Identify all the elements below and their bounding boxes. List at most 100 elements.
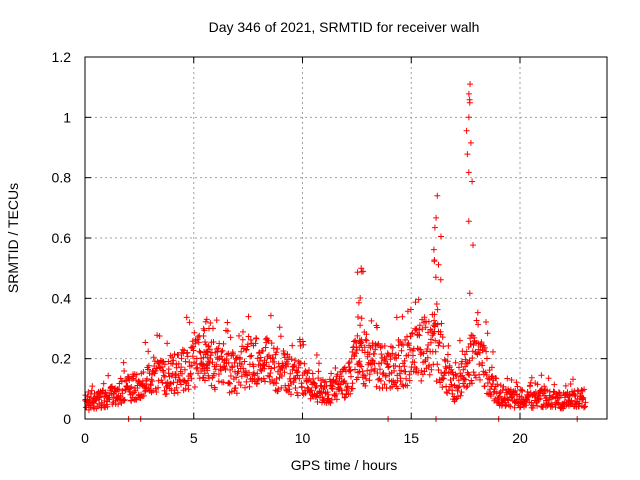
data-point bbox=[363, 331, 370, 338]
data-point bbox=[494, 381, 501, 388]
data-point bbox=[371, 360, 378, 367]
data-point bbox=[530, 402, 537, 409]
data-point bbox=[443, 365, 450, 372]
data-point bbox=[363, 375, 369, 382]
data-point bbox=[363, 337, 370, 344]
data-point bbox=[484, 330, 491, 337]
data-point bbox=[205, 343, 212, 349]
data-point bbox=[466, 99, 473, 106]
data-point bbox=[470, 242, 476, 249]
data-point bbox=[458, 389, 465, 396]
data-point bbox=[298, 384, 305, 391]
data-point bbox=[293, 369, 300, 376]
data-point bbox=[155, 377, 162, 384]
data-point bbox=[253, 335, 260, 342]
data-point bbox=[438, 233, 444, 240]
data-point bbox=[432, 348, 439, 355]
data-point bbox=[426, 362, 433, 369]
data-point bbox=[242, 384, 248, 391]
data-point bbox=[213, 361, 220, 368]
data-point bbox=[441, 356, 448, 363]
data-point bbox=[208, 382, 215, 389]
data-point bbox=[145, 348, 152, 355]
data-point bbox=[203, 316, 210, 323]
data-point bbox=[385, 364, 392, 371]
data-point bbox=[434, 361, 441, 368]
data-point bbox=[338, 387, 345, 394]
data-point bbox=[104, 403, 111, 410]
data-point bbox=[463, 384, 470, 391]
data-point bbox=[186, 319, 193, 326]
data-point bbox=[497, 382, 504, 389]
data-point bbox=[288, 356, 295, 363]
data-point bbox=[341, 394, 348, 401]
data-point bbox=[238, 361, 245, 368]
data-point bbox=[469, 380, 475, 387]
data-point bbox=[391, 367, 398, 374]
data-point bbox=[215, 378, 222, 385]
data-point bbox=[464, 151, 471, 158]
data-point bbox=[355, 314, 361, 320]
data-point bbox=[181, 366, 188, 373]
data-point bbox=[453, 372, 460, 379]
data-point bbox=[407, 346, 413, 353]
data-point bbox=[304, 384, 311, 391]
data-point bbox=[233, 374, 240, 381]
data-point bbox=[459, 372, 466, 379]
data-point bbox=[528, 374, 535, 381]
data-point bbox=[374, 324, 381, 331]
data-point bbox=[420, 350, 427, 357]
data-point bbox=[313, 352, 320, 358]
y-tick-label: 0 bbox=[63, 411, 71, 427]
data-point bbox=[230, 352, 237, 359]
data-point bbox=[431, 224, 438, 231]
data-point bbox=[297, 342, 304, 349]
data-point bbox=[446, 362, 453, 369]
data-points bbox=[82, 81, 589, 422]
data-point bbox=[215, 371, 222, 378]
data-point bbox=[349, 385, 356, 392]
data-point bbox=[140, 369, 147, 375]
data-point bbox=[196, 348, 203, 355]
data-point bbox=[227, 373, 234, 379]
data-point bbox=[469, 348, 476, 355]
data-point bbox=[513, 379, 520, 386]
data-point bbox=[237, 382, 244, 389]
data-point bbox=[239, 336, 246, 343]
data-point bbox=[402, 337, 409, 343]
data-point bbox=[432, 323, 438, 330]
data-point bbox=[165, 366, 172, 373]
y-axis-label: SRMTID / TECUs bbox=[5, 183, 21, 293]
data-point bbox=[435, 261, 442, 268]
data-point bbox=[140, 392, 147, 399]
x-tick-label: 15 bbox=[403, 430, 419, 446]
data-point bbox=[145, 366, 151, 373]
data-point bbox=[421, 314, 428, 321]
data-point bbox=[465, 218, 472, 225]
data-point bbox=[439, 375, 446, 381]
data-point bbox=[233, 355, 240, 362]
data-point bbox=[413, 365, 420, 372]
data-point bbox=[206, 325, 212, 332]
data-point bbox=[481, 383, 488, 390]
data-point bbox=[466, 372, 473, 379]
data-point bbox=[418, 377, 425, 384]
data-point bbox=[252, 340, 259, 347]
data-point bbox=[339, 390, 346, 397]
data-point bbox=[243, 378, 250, 385]
data-point bbox=[161, 361, 168, 368]
data-point bbox=[142, 339, 149, 346]
data-point bbox=[374, 342, 381, 348]
data-point bbox=[567, 381, 574, 387]
data-point bbox=[206, 346, 213, 353]
x-tick-label: 0 bbox=[81, 430, 89, 446]
data-point bbox=[456, 364, 462, 371]
data-point bbox=[224, 351, 230, 358]
data-point bbox=[514, 383, 521, 390]
data-point bbox=[389, 344, 396, 351]
data-point bbox=[220, 379, 227, 386]
data-point bbox=[479, 359, 486, 366]
data-point bbox=[178, 381, 184, 388]
data-point bbox=[100, 380, 107, 387]
data-point bbox=[148, 376, 155, 383]
